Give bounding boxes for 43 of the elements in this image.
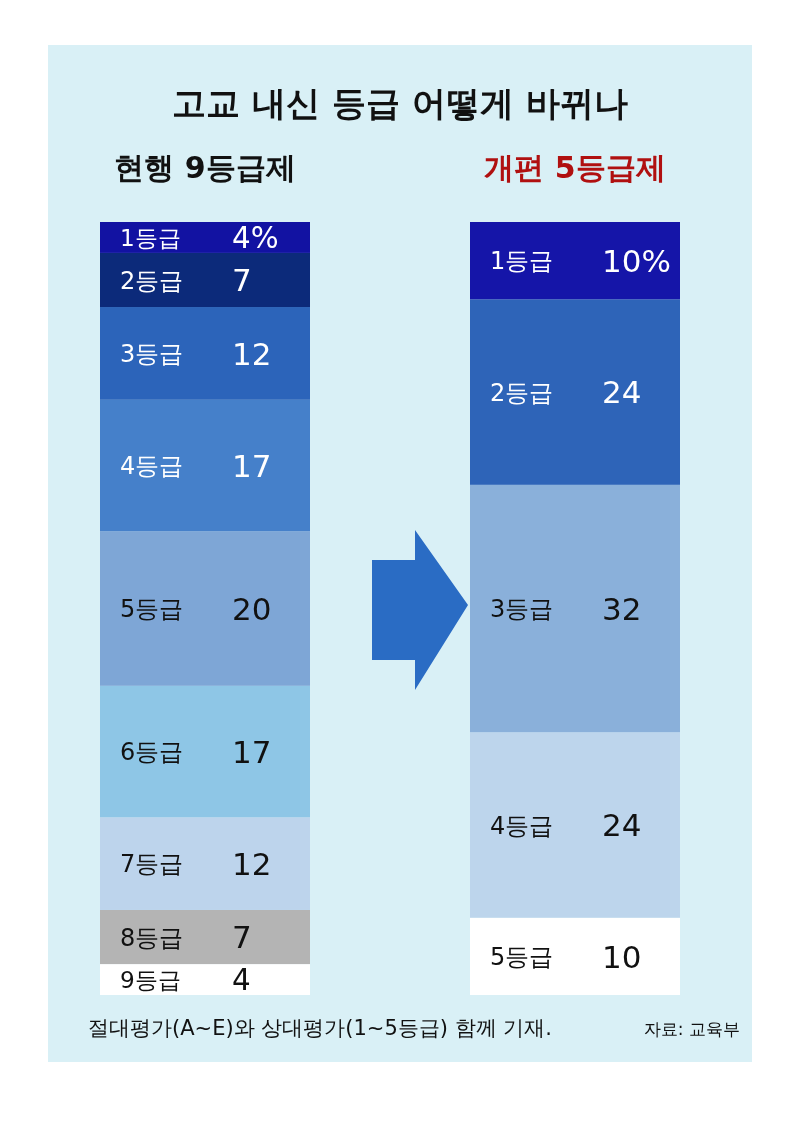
bar — [100, 817, 310, 910]
data-label: 17 — [232, 733, 272, 770]
bar — [470, 299, 680, 485]
series-label: 3등급 — [120, 340, 184, 369]
text: 절대평가(A~E)와 상대평가(1~5등급) 함께 기재. — [88, 1016, 553, 1040]
data-label: 10 — [602, 938, 642, 975]
data-label: 24 — [602, 374, 642, 411]
chart-title: 고교 내신 등급 어떻게 바뀌나 — [172, 83, 628, 123]
data-label: 7 — [232, 262, 252, 299]
x-tick-label: 개편 5등급제 — [484, 150, 666, 185]
text: 3등급 — [490, 595, 554, 624]
data-label: 12 — [232, 335, 272, 372]
series-label: 7등급 — [120, 850, 184, 879]
text: 1등급 — [490, 247, 554, 276]
data-label: 7 — [232, 919, 252, 956]
bar — [470, 732, 680, 918]
text: 4등급 — [490, 811, 554, 840]
data-label: 17 — [232, 447, 272, 484]
data-label: 12 — [232, 845, 272, 882]
data-label: 24 — [602, 807, 642, 844]
series-label: 8등급 — [120, 923, 184, 952]
data-label: 4 — [232, 963, 251, 998]
text: 2등급 — [490, 378, 554, 407]
series-label: 6등급 — [120, 738, 184, 767]
bar — [100, 399, 310, 532]
bar — [100, 252, 310, 308]
series-label: 9등급 — [120, 965, 181, 993]
text: 5등급 — [490, 942, 554, 971]
series-label: 5등급 — [120, 595, 184, 624]
bar — [100, 307, 310, 400]
series-label: 1등급 — [120, 223, 181, 251]
text: 자료: 교육부 — [643, 1019, 740, 1039]
bar — [100, 531, 310, 686]
bar — [100, 685, 310, 818]
data-label: 32 — [602, 590, 642, 627]
series-label: 2등급 — [120, 266, 184, 295]
data-label: 4% — [232, 221, 279, 256]
data-label: 10% — [602, 242, 671, 279]
bar — [470, 222, 680, 300]
x-tick-label: 현행 9등급제 — [114, 150, 296, 185]
bar — [100, 909, 310, 965]
series-label: 4등급 — [120, 452, 184, 481]
data-label: 20 — [232, 590, 272, 627]
